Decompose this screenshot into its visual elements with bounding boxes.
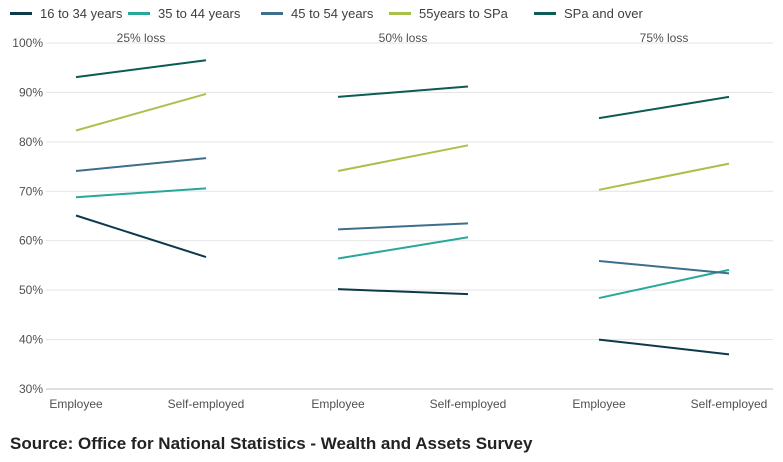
- series-line: [75, 92, 207, 132]
- legend-swatch: [534, 12, 556, 15]
- line-chart: 30% 40% 50% 60% 70% 80% 90% 100% 25% loss Employe…: [12, 31, 773, 411]
- chart-legend: 16 to 34 years 35 to 44 years 45 to 54 yea…: [10, 6, 654, 21]
- y-tick-label: 70%: [19, 184, 43, 198]
- series-line: [337, 144, 469, 173]
- legend-item: SPa and over: [534, 6, 654, 21]
- series-line: [75, 214, 207, 258]
- legend-item: 16 to 34 years: [10, 6, 128, 21]
- legend-swatch: [128, 12, 150, 15]
- y-tick-label: 40%: [19, 333, 43, 347]
- legend-label: SPa and over: [564, 6, 643, 21]
- panel-title: 50% loss: [379, 31, 428, 45]
- y-tick-label: 60%: [19, 234, 43, 248]
- legend-item: 45 to 54 years: [261, 6, 389, 21]
- legend-label: 45 to 54 years: [291, 6, 374, 21]
- series-line: [598, 162, 730, 191]
- legend-swatch: [389, 12, 411, 15]
- series-line: [598, 338, 730, 356]
- x-tick-label: Employee: [572, 397, 626, 411]
- x-tick-label: Self-employed: [168, 397, 245, 411]
- series-line: [75, 157, 207, 173]
- panel-title: 75% loss: [640, 31, 689, 45]
- y-tick-label: 50%: [19, 283, 43, 297]
- legend-swatch: [261, 12, 283, 15]
- x-tick-label: Employee: [49, 397, 103, 411]
- legend-item: 55years to SPa: [389, 6, 534, 21]
- series-line: [598, 259, 730, 275]
- legend-item: 35 to 44 years: [128, 6, 261, 21]
- series-line: [337, 85, 469, 98]
- series-line: [337, 222, 469, 231]
- legend-swatch: [10, 12, 32, 15]
- x-tick-label: Self-employed: [430, 397, 507, 411]
- series-line: [598, 95, 730, 120]
- x-tick-label: Employee: [311, 397, 365, 411]
- panel-title: 25% loss: [117, 31, 166, 45]
- y-tick-label: 100%: [12, 36, 43, 50]
- series-line: [75, 187, 207, 199]
- legend-label: 35 to 44 years: [158, 6, 241, 21]
- x-tick-label: Self-employed: [691, 397, 768, 411]
- series-line: [337, 288, 469, 296]
- series-line: [598, 268, 730, 300]
- series-line: [75, 59, 207, 79]
- legend-label: 16 to 34 years: [40, 6, 123, 21]
- y-tick-label: 30%: [19, 382, 43, 396]
- series-line: [337, 236, 469, 260]
- y-tick-label: 90%: [19, 85, 43, 99]
- y-tick-label: 80%: [19, 135, 43, 149]
- source-note: Source: Office for National Statistics -…: [10, 434, 533, 453]
- legend-label: 55years to SPa: [419, 6, 508, 21]
